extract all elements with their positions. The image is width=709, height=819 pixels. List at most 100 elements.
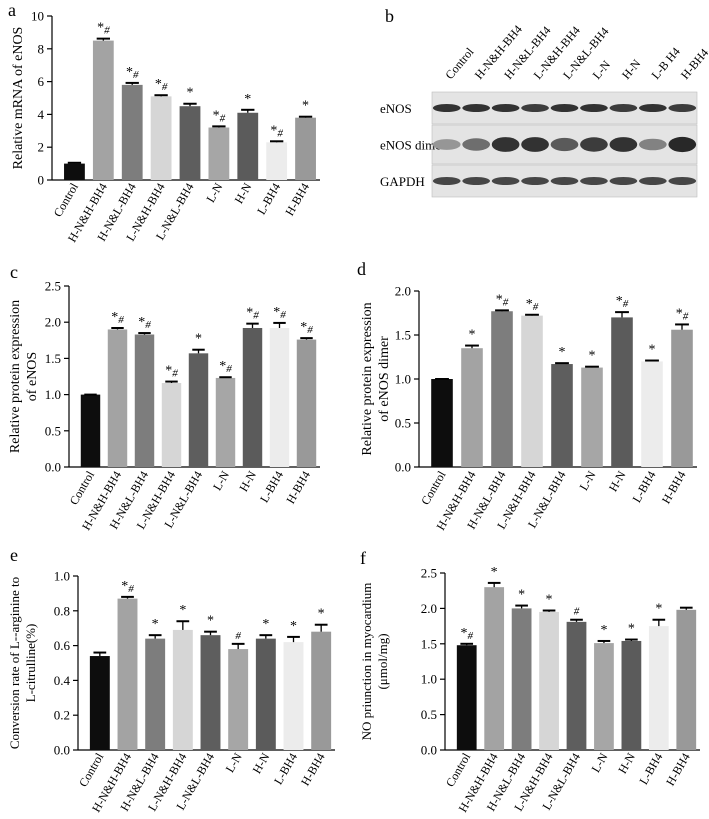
asterisk-mark: * — [121, 579, 128, 594]
asterisk-mark: * — [655, 602, 662, 617]
category-label: L-BH4 — [629, 469, 658, 505]
bar — [511, 608, 532, 750]
significance-mark: * — [179, 603, 186, 618]
bar — [641, 361, 663, 467]
y-tick-label: 1.0 — [421, 672, 437, 687]
blot-band — [521, 177, 549, 185]
y-tick-label: 4 — [38, 107, 45, 122]
bar — [237, 112, 259, 180]
hash-mark: # — [220, 112, 226, 124]
significance-mark: *# — [460, 626, 473, 642]
y-tick-label: 1.5 — [45, 351, 61, 366]
significance-mark: *# — [496, 292, 509, 308]
significance-mark: * — [318, 607, 325, 622]
y-axis-label-line: of eNOS — [25, 352, 40, 401]
panel-e-conversion-chart: e 0.0 0.2 0.4 0.6 0.8 1.0 Conversion rate of L… — [7, 545, 335, 815]
significance-mark: * — [518, 588, 525, 603]
category-label: H-N — [232, 180, 255, 206]
asterisk-mark: * — [546, 593, 553, 608]
blot-band — [668, 177, 697, 185]
bar — [80, 394, 101, 467]
asterisk-mark: * — [179, 603, 186, 618]
category-label: H-BH4 — [663, 751, 693, 789]
blot-row-label: eNOS dimer — [380, 138, 446, 153]
significance-mark: *# — [246, 306, 259, 322]
hash-mark: # — [172, 368, 178, 380]
asterisk-mark: * — [518, 588, 525, 603]
asterisk-mark: * — [628, 622, 635, 637]
significance-mark: *# — [165, 364, 178, 380]
bar — [64, 163, 85, 180]
blot-row-label: GAPDH — [380, 174, 425, 189]
asterisk-mark: * — [496, 292, 503, 307]
asterisk-mark: * — [111, 310, 118, 325]
bar — [92, 40, 114, 180]
blot-band — [432, 104, 461, 112]
category-label: H-BH4 — [282, 181, 312, 219]
asterisk-mark: * — [270, 123, 277, 138]
bar — [266, 142, 288, 180]
hash-mark: # — [118, 314, 124, 326]
bar — [255, 638, 276, 750]
y-tick-label: 1.0 — [54, 569, 70, 584]
y-tick-label: 6 — [38, 74, 45, 89]
significance-mark: * — [244, 92, 251, 107]
blot-band — [462, 177, 491, 185]
blot-band — [462, 138, 491, 151]
y-tick-label: 0.0 — [395, 460, 411, 475]
y-tick-label: 0.5 — [421, 707, 437, 722]
bar — [551, 364, 573, 467]
blot-band — [580, 104, 608, 112]
bar — [242, 327, 263, 467]
y-tick-label: 0.0 — [45, 460, 61, 475]
hash-mark: # — [104, 25, 110, 37]
category-label: L-N — [223, 750, 245, 775]
significance-mark: *# — [155, 77, 168, 93]
category-label: L-BH4 — [271, 751, 300, 787]
y-tick-label: 8 — [38, 41, 45, 56]
y-tick-label: 0 — [38, 173, 45, 188]
hash-mark: # — [623, 298, 629, 310]
asterisk-mark: * — [290, 619, 297, 634]
bar — [581, 367, 603, 467]
panel-label-c: c — [10, 262, 18, 282]
bar — [188, 353, 209, 467]
y-axis-label-line: Relative protein expression — [8, 300, 23, 453]
category-label: H-BH4 — [298, 751, 328, 789]
blot-band — [550, 137, 579, 152]
hash-mark: # — [683, 310, 689, 322]
significance-mark: *# — [270, 123, 283, 139]
bar — [566, 621, 587, 750]
bar — [283, 642, 304, 750]
bar — [484, 587, 505, 750]
significance-mark: *# — [219, 359, 232, 375]
asterisk-mark: * — [246, 306, 253, 321]
bar — [134, 334, 155, 467]
panel-f-no-production-chart: f 0.0 0.5 1.0 1.5 2.0 2.5 NO priunction in myo… — [359, 548, 700, 815]
hash-mark: # — [235, 630, 241, 642]
asterisk-mark: * — [138, 315, 145, 330]
significance-mark: * — [655, 602, 662, 617]
blot-lane-label: Control — [442, 44, 477, 82]
bar — [145, 638, 166, 750]
y-axis-label-line: Relative mRNA of eNOS — [11, 27, 26, 170]
panel-label-d: d — [357, 259, 366, 279]
blot-band — [550, 104, 579, 112]
y-tick-label: 0.8 — [54, 603, 70, 618]
y-tick-label: 2.5 — [45, 279, 61, 294]
bar — [648, 626, 669, 750]
bar — [179, 106, 201, 180]
category-label: L-N — [588, 750, 610, 775]
blot-band — [580, 137, 608, 152]
hash-mark: # — [133, 69, 139, 81]
blot-band — [521, 104, 549, 112]
y-axis-label-line: (μmol/mg) — [375, 633, 390, 689]
panel-c-enos-protein-chart: c 0.0 0.5 1.0 1.5 2.0 2.5 Relative protein exp… — [8, 262, 320, 533]
asterisk-mark: * — [152, 617, 159, 632]
y-tick-label: 0.6 — [54, 638, 71, 653]
blot-band — [491, 137, 520, 152]
y-tick-label: 2.0 — [395, 284, 411, 299]
bar — [461, 348, 483, 467]
